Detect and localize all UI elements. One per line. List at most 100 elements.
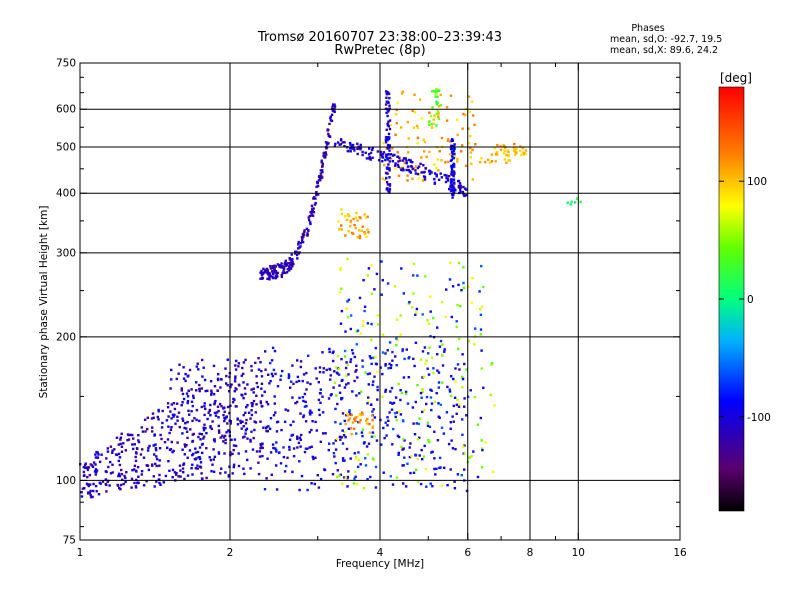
data-point (265, 267, 269, 271)
data-point (269, 417, 273, 420)
data-point (209, 426, 212, 429)
data-point (246, 404, 249, 407)
data-point (167, 415, 170, 418)
data-point (325, 147, 328, 150)
data-point (368, 155, 371, 159)
data-point (345, 383, 348, 386)
data-point (376, 385, 379, 389)
data-point (166, 402, 170, 405)
data-point (170, 440, 173, 444)
data-point (303, 230, 306, 234)
data-point (310, 411, 313, 414)
data-point (569, 203, 572, 206)
data-point (268, 278, 271, 281)
data-point (335, 475, 339, 479)
data-point (353, 417, 356, 421)
data-point (266, 403, 270, 406)
data-point (151, 464, 154, 467)
colorbar-tick-label: -100 (747, 412, 771, 424)
data-point (269, 267, 273, 270)
data-point (521, 151, 524, 154)
data-point (260, 375, 264, 378)
data-point (319, 179, 322, 182)
data-point (480, 349, 483, 352)
y-tick-label: 750 (56, 58, 76, 70)
data-point (264, 271, 267, 274)
data-point (306, 488, 309, 492)
data-point (134, 459, 138, 463)
data-point (462, 281, 465, 285)
data-point (327, 134, 330, 137)
data-point (226, 358, 229, 361)
data-point (460, 289, 463, 292)
data-point (357, 451, 360, 454)
x-tick-label: 10 (572, 547, 585, 559)
data-point (570, 200, 573, 203)
data-point (387, 132, 391, 136)
data-point (365, 445, 369, 448)
data-point (186, 375, 189, 378)
data-point (172, 415, 175, 418)
data-point (470, 301, 473, 304)
data-point (251, 402, 254, 405)
data-point (331, 109, 335, 113)
data-point (172, 402, 176, 405)
data-point (292, 455, 296, 458)
data-point (348, 417, 351, 420)
data-point (412, 422, 415, 425)
data-point (224, 367, 227, 370)
data-point (126, 439, 129, 442)
data-point (134, 455, 137, 459)
data-point (319, 477, 323, 481)
data-point (474, 327, 477, 330)
data-point (428, 111, 431, 114)
data-point (417, 480, 420, 483)
data-point (119, 438, 122, 441)
data-point (183, 477, 186, 481)
data-point (275, 448, 278, 452)
data-point (336, 437, 339, 440)
data-point (254, 411, 257, 414)
data-point (373, 435, 376, 438)
data-point (451, 188, 454, 192)
data-point (343, 145, 346, 148)
data-point (260, 271, 263, 275)
data-point (354, 456, 357, 460)
data-point (250, 409, 253, 412)
data-point (106, 480, 109, 483)
data-point (401, 464, 404, 467)
data-point (486, 158, 490, 161)
data-point (463, 452, 466, 456)
data-point (451, 179, 454, 183)
data-point (94, 473, 97, 476)
data-point (222, 440, 225, 443)
data-point (234, 377, 237, 380)
data-point (407, 151, 410, 154)
data-point (284, 408, 287, 411)
data-point (338, 435, 342, 438)
data-point (271, 346, 275, 350)
data-point (117, 459, 120, 463)
data-point (134, 486, 138, 489)
data-point (307, 229, 310, 232)
data-point (383, 178, 387, 181)
data-point (106, 450, 110, 453)
data-point (176, 441, 179, 444)
data-point (348, 409, 351, 412)
data-point (292, 420, 295, 423)
data-point (323, 468, 326, 471)
data-point (260, 274, 264, 277)
data-point (94, 484, 98, 488)
data-point (388, 107, 391, 110)
data-point (371, 383, 374, 387)
data-point (393, 153, 396, 157)
data-point (87, 466, 91, 469)
data-point (360, 411, 364, 414)
data-point (278, 451, 281, 454)
data-point (349, 314, 353, 317)
data-point (388, 191, 391, 194)
data-point (161, 409, 164, 413)
data-point (104, 470, 107, 473)
data-point (425, 485, 428, 488)
data-point (452, 420, 455, 423)
